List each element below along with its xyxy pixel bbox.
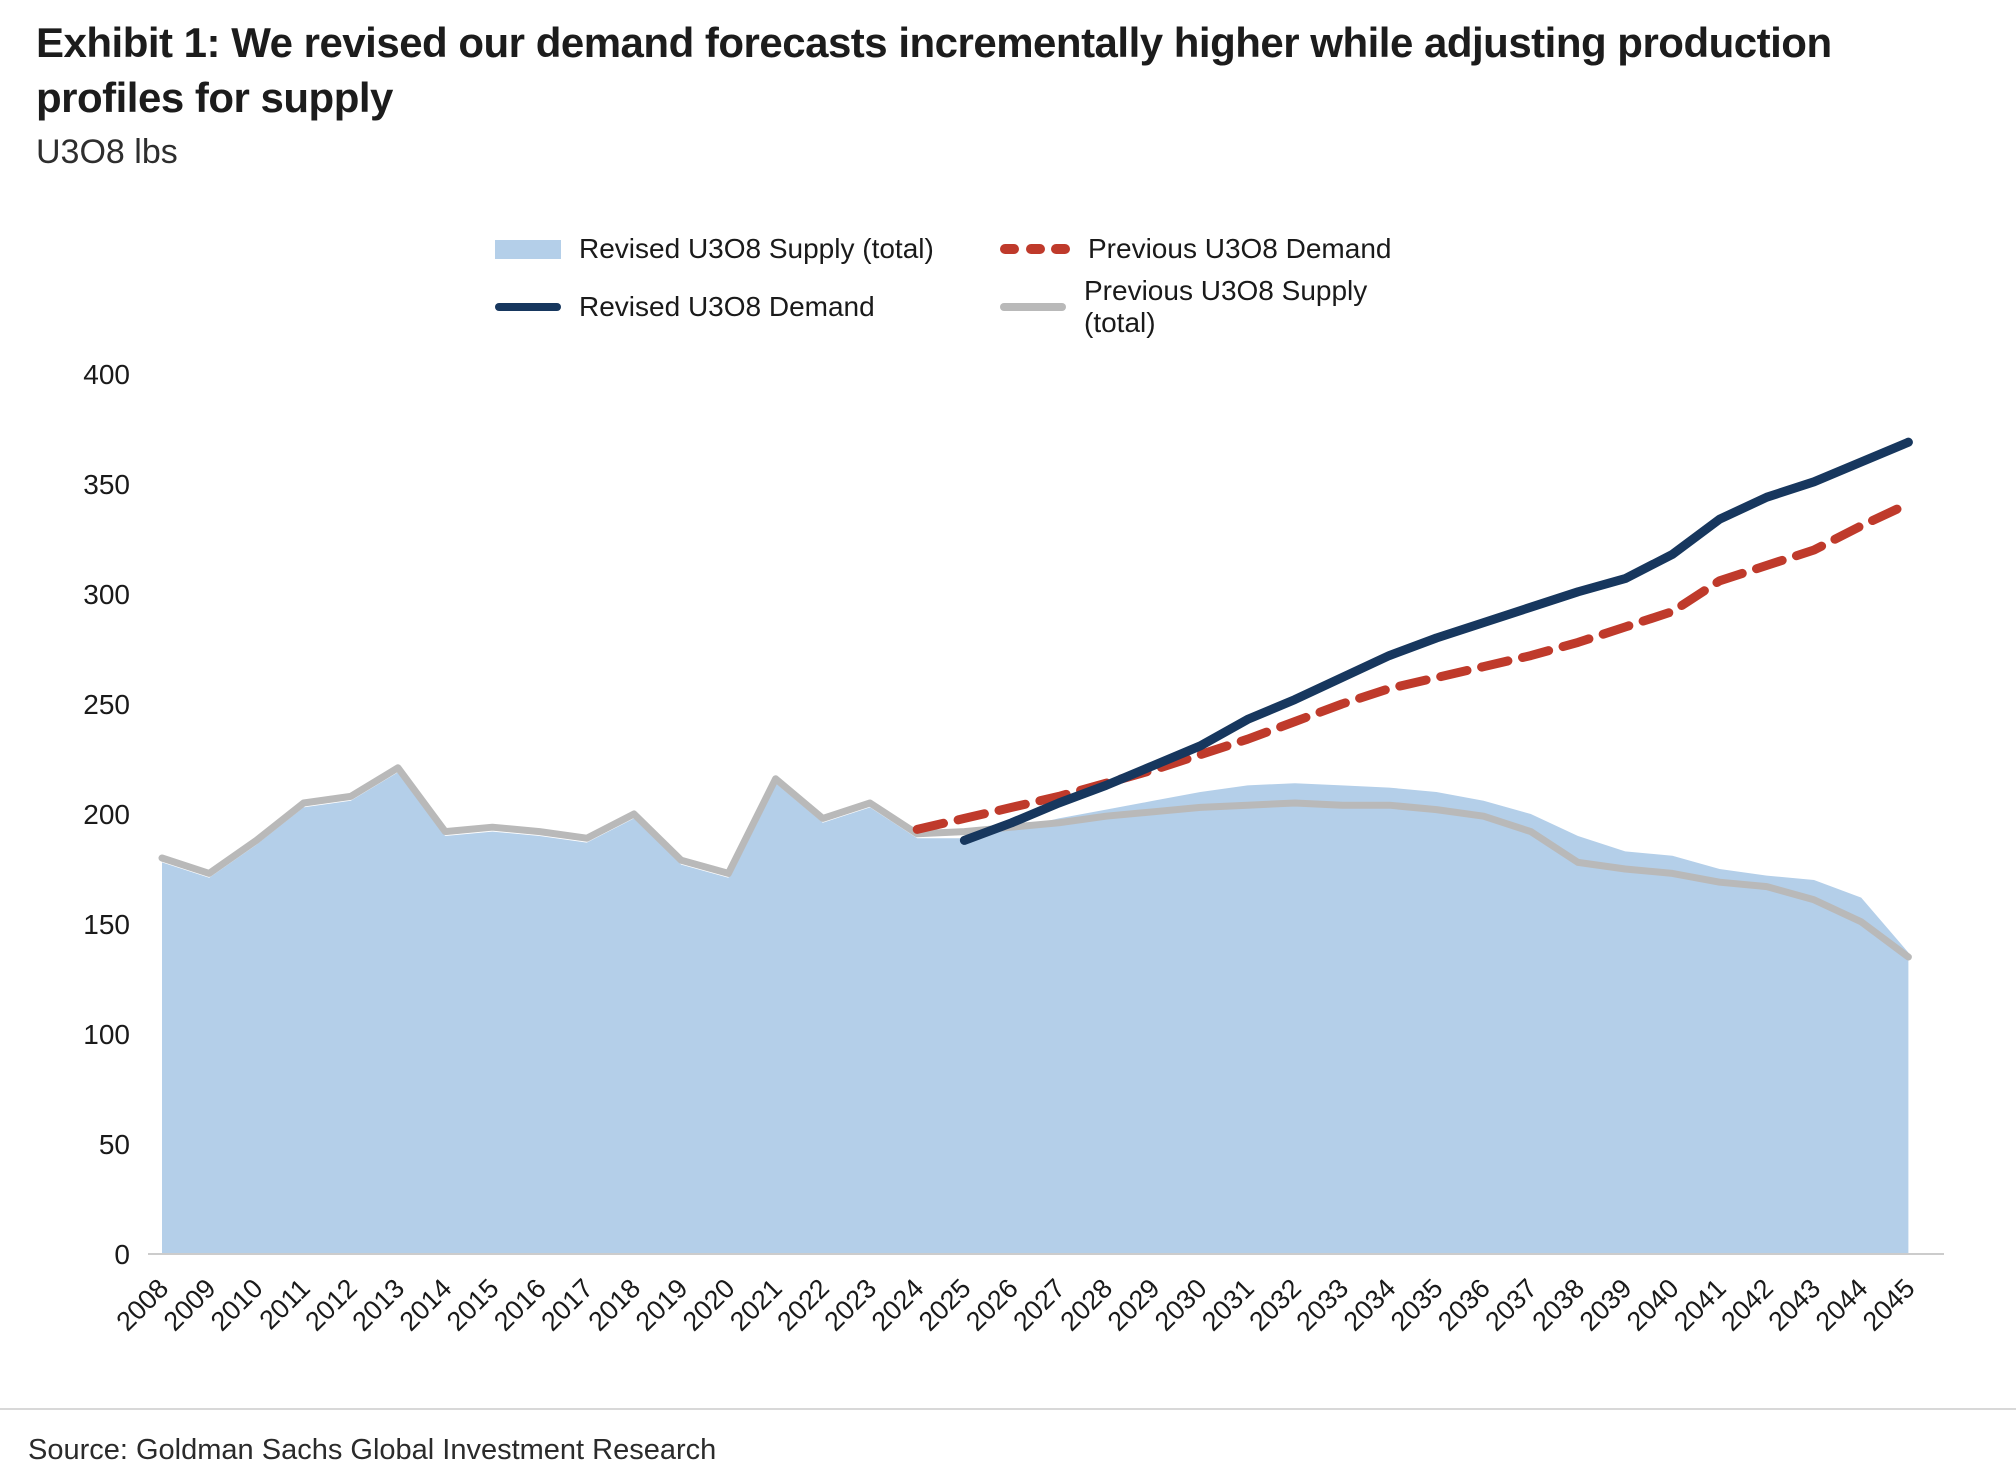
x-tick-label: 2032 <box>1243 1273 1307 1337</box>
x-tick-label: 2035 <box>1385 1273 1449 1337</box>
series-previous-demand <box>912 499 1913 835</box>
legend-item-previous-demand: Previous U3O8 Demand <box>1000 226 1440 272</box>
chart-area: 0 50 100 150 200 250 300 350 400 2008 2009 2010 2011… <box>0 342 2016 1374</box>
y-tick-label: 300 <box>83 579 130 610</box>
x-tick-label: 2037 <box>1479 1273 1543 1337</box>
y-tick-label: 250 <box>83 689 130 720</box>
y-tick-label: 400 <box>83 359 130 390</box>
x-tick-label: 2044 <box>1810 1273 1874 1337</box>
x-tick-label: 2039 <box>1574 1273 1638 1337</box>
x-tick-label: 2008 <box>111 1273 175 1337</box>
x-tick-label: 2009 <box>158 1273 222 1337</box>
x-tick-label: 2015 <box>441 1273 505 1337</box>
x-tick-label: 2012 <box>299 1273 363 1337</box>
y-tick-label: 0 <box>114 1239 130 1270</box>
x-tick-label: 2029 <box>1102 1273 1166 1337</box>
area-swatch-icon <box>495 239 561 259</box>
x-tick-label: 2033 <box>1291 1273 1355 1337</box>
legend-item-previous-supply: Previous U3O8 Supply (total) <box>1000 275 1440 338</box>
y-tick-label: 350 <box>83 469 130 500</box>
series-revised-supply <box>162 772 1909 1255</box>
x-tick-label: 2042 <box>1715 1273 1779 1337</box>
x-tick-label: 2011 <box>254 1273 316 1335</box>
y-tick-label: 150 <box>83 909 130 940</box>
x-tick-label: 2026 <box>960 1273 1024 1337</box>
x-tick-label: 2020 <box>677 1273 741 1337</box>
y-tick-label: 200 <box>83 799 130 830</box>
x-tick-label: 2043 <box>1763 1273 1827 1337</box>
x-tick-label: 2031 <box>1196 1273 1260 1337</box>
x-tick-label: 2041 <box>1668 1273 1732 1337</box>
dashed-line-swatch-icon <box>1000 244 1070 255</box>
x-tick-label: 2038 <box>1527 1273 1591 1337</box>
x-tick-label: 2027 <box>1007 1273 1071 1337</box>
header: Exhibit 1: We revised our demand forecas… <box>0 0 2016 172</box>
series-previous-supply <box>158 764 1912 961</box>
x-tick-label: 2045 <box>1857 1273 1921 1337</box>
page-title-line1: Exhibit 1: We revised our demand forecas… <box>36 19 1832 66</box>
series-revised-demand <box>959 437 1913 846</box>
x-tick-label: 2023 <box>819 1273 883 1337</box>
x-tick-label: 2040 <box>1621 1273 1685 1337</box>
x-tick-label: 2013 <box>347 1273 411 1337</box>
y-tick-label: 100 <box>83 1019 130 1050</box>
y-tick-label: 50 <box>99 1129 130 1160</box>
x-tick-label: 2034 <box>1338 1273 1402 1337</box>
navy-line-swatch-icon <box>495 303 561 312</box>
x-tick-label: 2016 <box>488 1273 552 1337</box>
x-tick-label: 2024 <box>866 1273 930 1337</box>
legend-item-revised-demand: Revised U3O8 Demand <box>495 284 1000 330</box>
x-tick-label: 2018 <box>583 1273 647 1337</box>
x-tick-label: 2025 <box>913 1273 977 1337</box>
x-tick-label: 2017 <box>535 1273 599 1337</box>
x-tick-label: 2014 <box>394 1273 458 1337</box>
page-title-line2: profiles for supply <box>36 73 393 121</box>
gray-line-swatch-icon <box>1000 303 1066 312</box>
legend-item-revised-supply: Revised U3O8 Supply (total) <box>495 226 1000 272</box>
x-tick-label: 2021 <box>724 1273 788 1337</box>
legend-label: Previous U3O8 Supply (total) <box>1084 275 1368 339</box>
x-tick-label: 2019 <box>630 1273 694 1337</box>
x-tick-label: 2010 <box>205 1273 269 1337</box>
x-tick-label: 2028 <box>1055 1273 1119 1337</box>
chart-legend: Revised U3O8 Supply (total) Previous U3O… <box>495 226 2016 338</box>
chart-svg: 0 50 100 150 200 250 300 350 400 2008200920102011… <box>83 359 1944 1337</box>
legend-label: Previous U3O8 Demand <box>1088 233 1392 265</box>
footer-divider <box>0 1408 2016 1411</box>
x-tick-label: 2030 <box>1149 1273 1213 1337</box>
x-tick-label: 2022 <box>771 1273 835 1337</box>
legend-label: Revised U3O8 Demand <box>579 291 875 323</box>
legend-label: Revised U3O8 Supply (total) <box>579 233 934 265</box>
source-text: Source: Goldman Sachs Global Investment … <box>28 1434 717 1467</box>
page-subtitle: U3O8 lbs <box>36 133 178 172</box>
x-tick-label: 2036 <box>1432 1273 1496 1337</box>
